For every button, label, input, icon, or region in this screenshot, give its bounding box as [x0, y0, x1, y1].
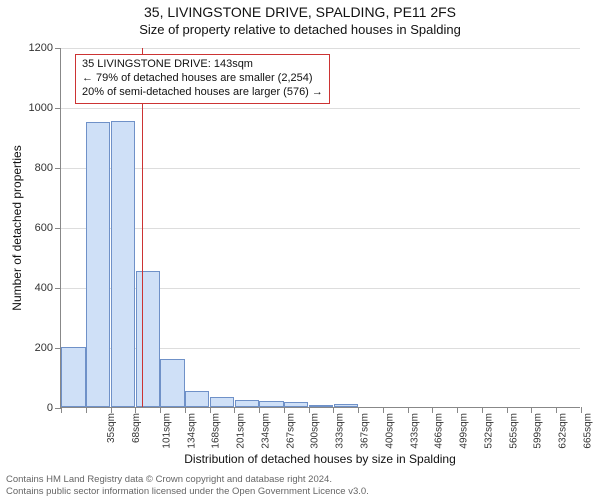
- page-root: 35, LIVINGSTONE DRIVE, SPALDING, PE11 2F…: [0, 0, 600, 500]
- y-tick: [55, 108, 61, 109]
- chart-title-line1: 35, LIVINGSTONE DRIVE, SPALDING, PE11 2F…: [0, 4, 600, 20]
- attribution-footer: Contains HM Land Registry data © Crown c…: [6, 474, 369, 498]
- x-tick-label: 68sqm: [131, 413, 142, 443]
- callout-line: 20% of semi-detached houses are larger (…: [82, 86, 323, 100]
- y-tick-label: 0: [47, 402, 53, 414]
- chart-title-block: 35, LIVINGSTONE DRIVE, SPALDING, PE11 2F…: [0, 4, 600, 37]
- x-tick: [259, 407, 260, 413]
- y-tick: [55, 348, 61, 349]
- x-tick-label: 333sqm: [335, 413, 346, 449]
- x-tick-label: 466sqm: [434, 413, 445, 449]
- y-tick: [55, 228, 61, 229]
- x-tick-label: 433sqm: [409, 413, 420, 449]
- x-axis-title: Distribution of detached houses by size …: [60, 452, 580, 466]
- histogram-bar: [136, 271, 160, 408]
- subject-property-callout: 35 LIVINGSTONE DRIVE: 143sqm← 79% of det…: [75, 54, 330, 104]
- histogram-bar: [111, 121, 135, 408]
- y-gridline: [61, 108, 580, 109]
- x-tick: [86, 407, 87, 413]
- y-axis-title: Number of detached properties: [10, 48, 24, 408]
- x-tick-label: 201sqm: [236, 413, 247, 449]
- x-tick: [333, 407, 334, 413]
- callout-line: ← 79% of detached houses are smaller (2,…: [82, 72, 323, 86]
- x-tick: [160, 407, 161, 413]
- x-tick-label: 168sqm: [211, 413, 222, 449]
- x-tick: [581, 407, 582, 413]
- y-tick-label: 200: [35, 342, 53, 354]
- y-gridline: [61, 168, 580, 169]
- y-gridline: [61, 228, 580, 229]
- histogram-bar: [309, 405, 333, 407]
- histogram-bar: [61, 347, 85, 407]
- histogram-bar: [185, 391, 209, 408]
- x-tick: [358, 407, 359, 413]
- x-tick: [210, 407, 211, 413]
- x-tick: [284, 407, 285, 413]
- x-tick: [432, 407, 433, 413]
- x-tick-label: 234sqm: [261, 413, 272, 449]
- x-tick-label: 532sqm: [483, 413, 494, 449]
- x-tick-label: 400sqm: [384, 413, 395, 449]
- histogram-bar: [235, 400, 259, 408]
- x-tick: [383, 407, 384, 413]
- y-tick-label: 1200: [29, 42, 53, 54]
- histogram-bar: [160, 359, 184, 407]
- plot-area: 02004006008001000120035sqm68sqm101sqm134…: [60, 48, 580, 408]
- histogram-bar: [210, 397, 234, 408]
- x-tick: [482, 407, 483, 413]
- x-tick-label: 599sqm: [533, 413, 544, 449]
- y-tick: [55, 48, 61, 49]
- y-gridline: [61, 48, 580, 49]
- chart-title-line2: Size of property relative to detached ho…: [0, 22, 600, 37]
- x-tick: [309, 407, 310, 413]
- x-tick-label: 300sqm: [310, 413, 321, 449]
- x-tick-label: 499sqm: [459, 413, 470, 449]
- y-tick-label: 600: [35, 222, 53, 234]
- x-tick-label: 665sqm: [582, 413, 593, 449]
- x-tick-label: 565sqm: [508, 413, 519, 449]
- x-tick: [61, 407, 62, 413]
- x-tick: [531, 407, 532, 413]
- y-tick: [55, 288, 61, 289]
- y-tick: [55, 168, 61, 169]
- x-tick: [408, 407, 409, 413]
- footer-line2: Contains public sector information licen…: [6, 486, 369, 498]
- x-tick-label: 35sqm: [106, 413, 117, 443]
- x-tick-label: 367sqm: [360, 413, 371, 449]
- x-tick-label: 632sqm: [558, 413, 569, 449]
- x-tick: [111, 407, 112, 413]
- histogram-bar: [334, 404, 358, 407]
- histogram-bar: [86, 122, 110, 407]
- y-tick-label: 400: [35, 282, 53, 294]
- x-tick: [234, 407, 235, 413]
- histogram-bar: [259, 401, 283, 407]
- y-tick-label: 800: [35, 162, 53, 174]
- x-tick: [507, 407, 508, 413]
- x-tick: [185, 407, 186, 413]
- callout-line: 35 LIVINGSTONE DRIVE: 143sqm: [82, 58, 323, 72]
- histogram-bar: [284, 402, 308, 407]
- y-tick-label: 1000: [29, 102, 53, 114]
- x-tick-label: 101sqm: [161, 413, 172, 449]
- x-tick-label: 134sqm: [186, 413, 197, 449]
- x-tick: [135, 407, 136, 413]
- x-tick: [457, 407, 458, 413]
- x-tick-label: 267sqm: [285, 413, 296, 449]
- footer-line1: Contains HM Land Registry data © Crown c…: [6, 474, 369, 486]
- x-tick: [556, 407, 557, 413]
